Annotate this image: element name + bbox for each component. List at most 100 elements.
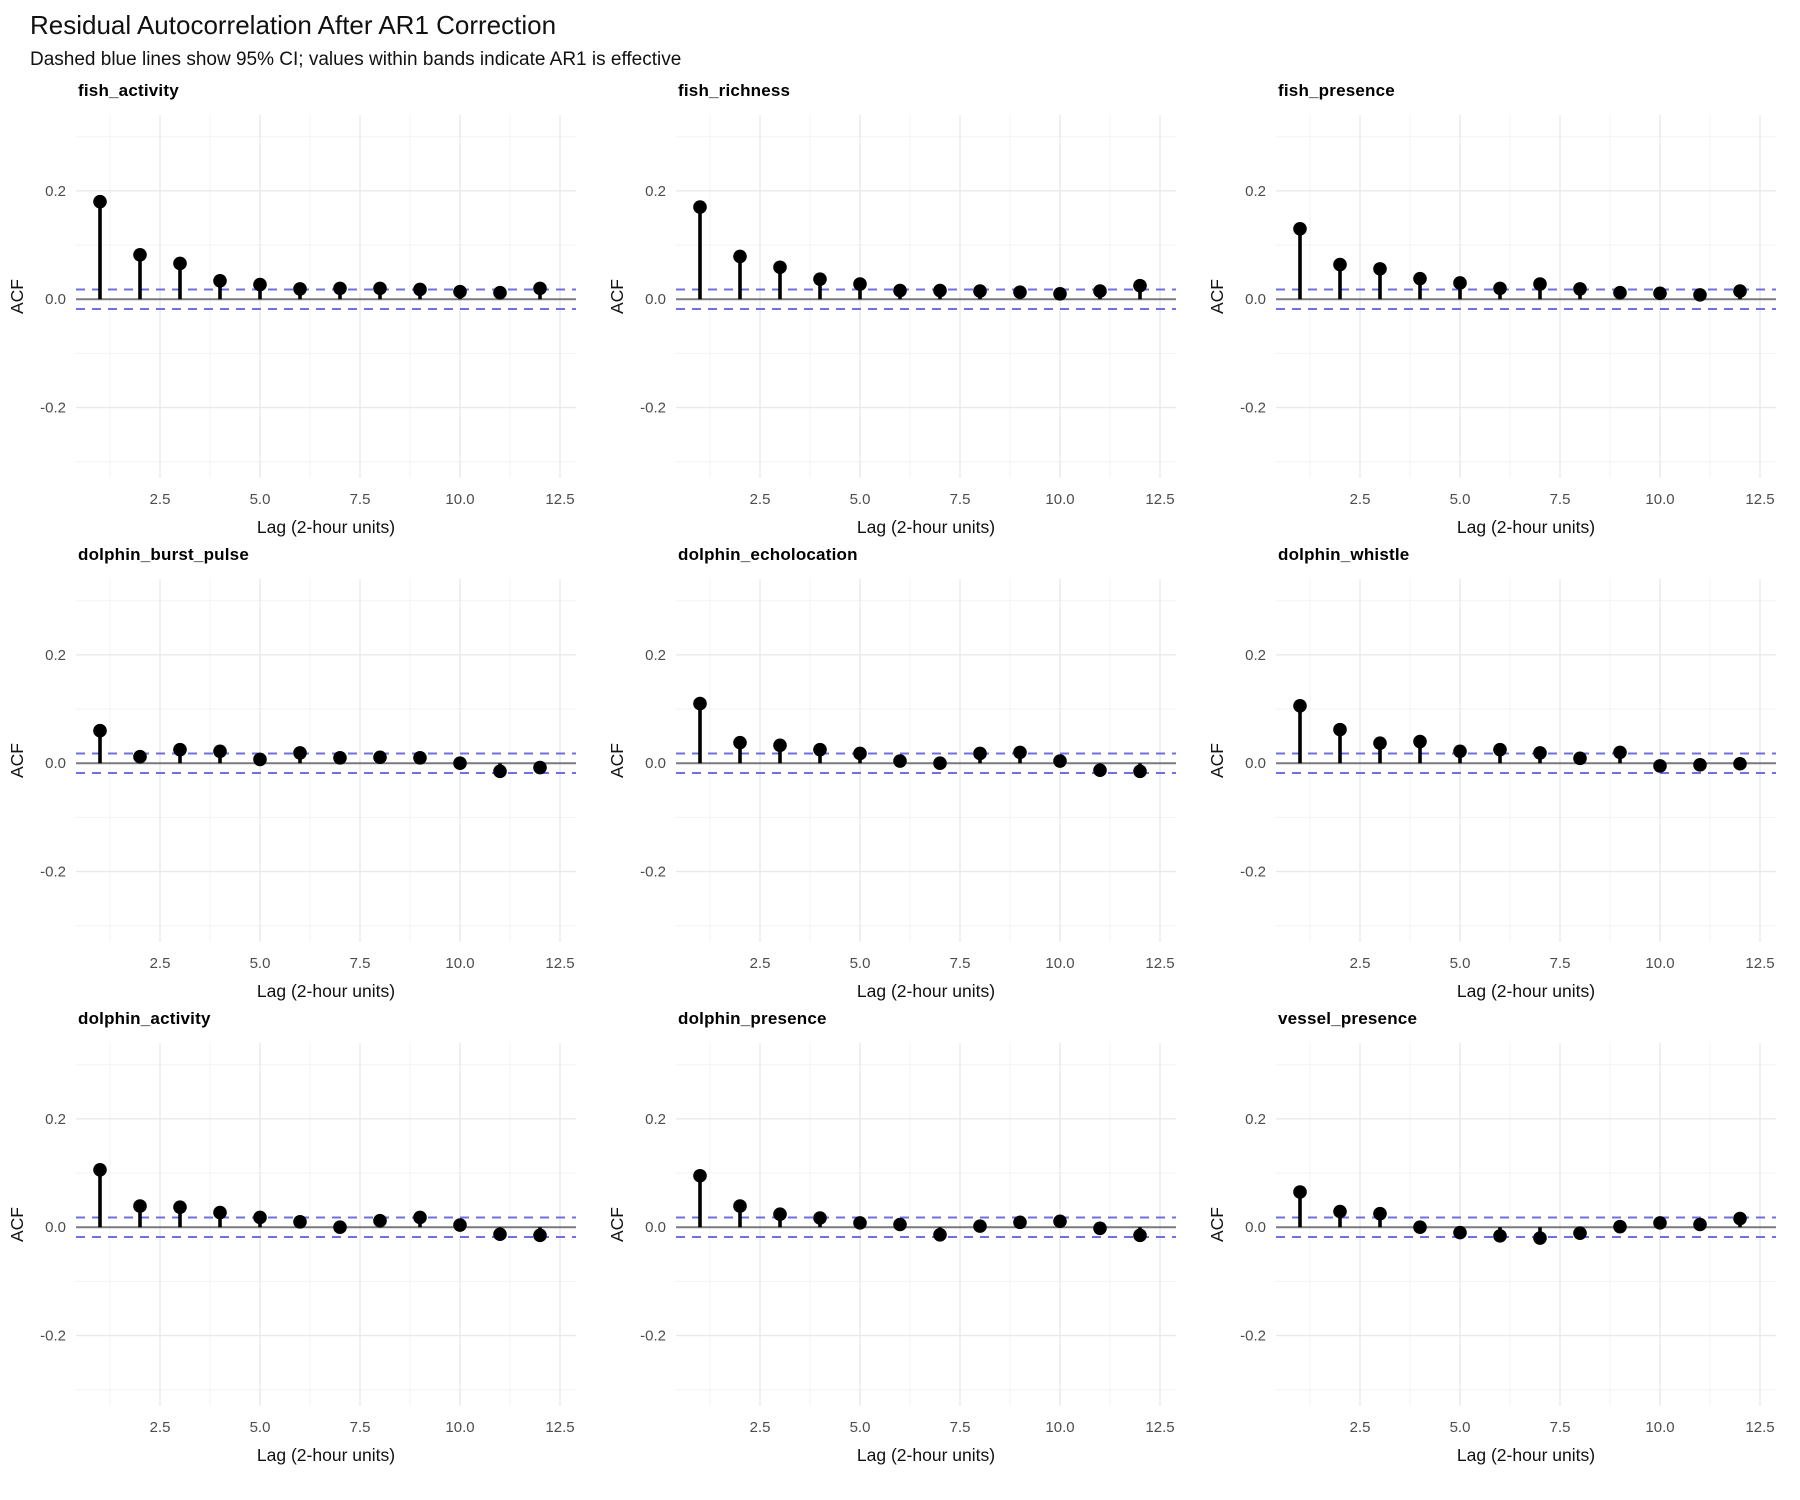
acf-point — [133, 750, 147, 764]
acf-point — [1333, 723, 1347, 737]
acf-point — [1493, 743, 1507, 757]
acf-point — [1733, 757, 1747, 771]
x-axis-title: Lag (2-hour units) — [857, 1445, 995, 1465]
acf-point — [1293, 222, 1307, 236]
x-tick-label: 5.0 — [850, 955, 871, 972]
acf-point — [293, 746, 307, 760]
x-tick-label: 7.5 — [350, 1419, 371, 1436]
y-tick-label: 0.2 — [645, 647, 666, 664]
acf-point — [733, 736, 747, 750]
acf-panel: fish_richness 0.2 0.0 -0.2 2.5 5.0 7.5 10.0 12.… — [606, 81, 1206, 543]
acf-point — [1413, 734, 1427, 749]
acf-point — [813, 272, 827, 287]
acf-point — [1693, 1217, 1707, 1232]
acf-point — [773, 1207, 787, 1222]
x-tick-label: 7.5 — [1550, 491, 1571, 508]
acf-point — [1493, 281, 1507, 296]
acf-point — [1533, 746, 1547, 760]
acf-point — [93, 195, 107, 209]
acf-point — [1133, 764, 1147, 779]
x-tick-label: 10.0 — [445, 1419, 474, 1436]
acf-point — [1693, 758, 1707, 772]
acf-plot: 0.2 0.0 -0.2 2.5 5.0 7.5 10.0 12.5 ACF Lag (2-hou… — [606, 103, 1206, 543]
acf-point — [1453, 744, 1467, 759]
x-tick-label: 7.5 — [950, 491, 971, 508]
acf-point — [93, 1163, 107, 1177]
x-axis-title: Lag (2-hour units) — [857, 517, 995, 537]
x-axis-title: Lag (2-hour units) — [1457, 1445, 1595, 1465]
y-tick-label: 0.0 — [645, 755, 666, 772]
acf-point — [413, 1210, 427, 1225]
acf-panel: fish_activity 0.2 0.0 -0.2 2.5 5.0 7.5 10.0 12.… — [6, 81, 606, 543]
acf-point — [853, 1216, 867, 1230]
acf-point — [933, 283, 947, 298]
y-axis-title: ACF — [1207, 743, 1227, 778]
acf-plot-svg: 0.2 0.0 -0.2 2.5 5.0 7.5 10.0 12.5 ACF Lag (2-hou… — [7, 579, 576, 1001]
y-axis-title: ACF — [7, 1207, 27, 1242]
x-tick-label: 2.5 — [150, 955, 171, 972]
y-axis-title: ACF — [1207, 279, 1227, 314]
acf-point — [293, 1215, 307, 1229]
acf-point — [253, 752, 267, 767]
x-axis-title: Lag (2-hour units) — [257, 981, 395, 1001]
y-tick-label: 0.2 — [1245, 183, 1266, 200]
x-tick-label: 2.5 — [1350, 1419, 1371, 1436]
acf-point — [853, 277, 867, 292]
acf-point — [1053, 287, 1067, 301]
chart-header: Residual Autocorrelation After AR1 Corre… — [0, 0, 1800, 71]
x-tick-label: 10.0 — [1045, 1419, 1074, 1436]
acf-point — [493, 286, 507, 300]
acf-point — [1533, 277, 1547, 292]
x-axis-title: Lag (2-hour units) — [1457, 981, 1595, 1001]
x-tick-label: 12.5 — [1145, 491, 1174, 508]
acf-point — [1333, 1204, 1347, 1219]
acf-point — [413, 751, 427, 765]
acf-point — [1373, 1207, 1387, 1221]
y-tick-label: 0.0 — [45, 755, 66, 772]
acf-plot-svg: 0.2 0.0 -0.2 2.5 5.0 7.5 10.0 12.5 ACF Lag (2-hou… — [607, 115, 1176, 537]
acf-panel: dolphin_echolocation 0.2 0.0 -0.2 2.5 5.0 7.5… — [606, 545, 1206, 1007]
acf-point — [293, 282, 307, 296]
acf-point — [1733, 284, 1747, 299]
acf-point — [1693, 288, 1707, 302]
acf-point — [213, 744, 227, 759]
acf-point — [1293, 699, 1307, 713]
acf-point — [1093, 763, 1107, 778]
acf-point — [1053, 1214, 1067, 1229]
acf-point — [1413, 272, 1427, 286]
acf-point — [1453, 1226, 1467, 1240]
y-axis-title: ACF — [607, 743, 627, 778]
acf-point — [533, 281, 547, 296]
facet-title: dolphin_activity — [78, 1009, 211, 1029]
acf-point — [1333, 257, 1347, 272]
y-axis-title: ACF — [7, 743, 27, 778]
x-tick-label: 10.0 — [1045, 491, 1074, 508]
facet-title: fish_presence — [1278, 81, 1395, 101]
acf-point — [453, 1218, 467, 1233]
acf-point — [333, 281, 347, 296]
x-tick-label: 7.5 — [350, 955, 371, 972]
y-tick-label: 0.0 — [1245, 755, 1266, 772]
acf-point — [213, 1205, 227, 1220]
acf-point — [1613, 1220, 1627, 1234]
acf-point — [1133, 279, 1147, 293]
acf-plot-svg: 0.2 0.0 -0.2 2.5 5.0 7.5 10.0 12.5 ACF Lag (2-hou… — [7, 115, 576, 537]
acf-plot-svg: 0.2 0.0 -0.2 2.5 5.0 7.5 10.0 12.5 ACF Lag (2-hou… — [1207, 1043, 1776, 1465]
acf-plot: 0.2 0.0 -0.2 2.5 5.0 7.5 10.0 12.5 ACF Lag (2-hou… — [606, 1031, 1206, 1471]
y-tick-label: 0.2 — [45, 1111, 66, 1128]
acf-point — [1733, 1211, 1747, 1226]
y-tick-label: -0.2 — [40, 1328, 66, 1345]
acf-point — [253, 277, 267, 292]
acf-point — [1013, 285, 1027, 300]
acf-point — [1093, 284, 1107, 299]
x-tick-label: 10.0 — [1645, 491, 1674, 508]
acf-point — [1613, 745, 1627, 760]
x-tick-label: 7.5 — [350, 491, 371, 508]
x-tick-label: 7.5 — [950, 955, 971, 972]
acf-point — [933, 1228, 947, 1242]
y-tick-label: -0.2 — [1240, 400, 1266, 417]
acf-plot: 0.2 0.0 -0.2 2.5 5.0 7.5 10.0 12.5 ACF Lag (2-hou… — [606, 567, 1206, 1007]
x-tick-label: 12.5 — [1745, 491, 1774, 508]
acf-point — [773, 260, 787, 275]
